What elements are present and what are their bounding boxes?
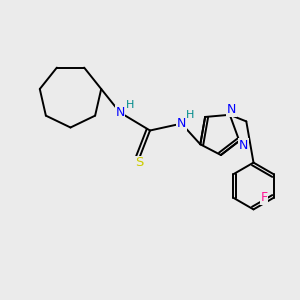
Text: F: F [261,191,268,204]
Text: N: N [239,139,248,152]
Text: N: N [177,117,186,130]
Text: H: H [125,100,134,110]
Text: S: S [135,156,144,170]
Text: N: N [226,103,236,116]
Text: N: N [115,106,125,119]
Text: H: H [186,110,195,120]
